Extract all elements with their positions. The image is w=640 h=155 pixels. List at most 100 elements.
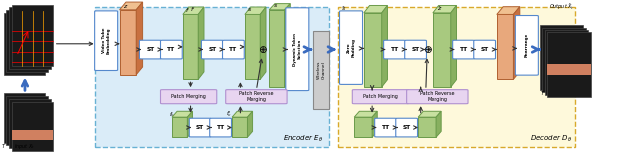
- FancyBboxPatch shape: [189, 118, 211, 137]
- FancyBboxPatch shape: [202, 40, 223, 59]
- Text: $f'$: $f'$: [190, 5, 196, 14]
- FancyBboxPatch shape: [406, 90, 468, 104]
- Polygon shape: [354, 111, 377, 117]
- Text: TT: TT: [229, 47, 237, 52]
- Polygon shape: [269, 4, 291, 10]
- Text: TT: TT: [167, 47, 175, 52]
- Text: Dynamic Token
Selection: Dynamic Token Selection: [293, 33, 301, 66]
- Text: $\oplus$: $\oplus$: [258, 44, 268, 55]
- Polygon shape: [364, 13, 381, 87]
- Polygon shape: [232, 111, 253, 117]
- FancyBboxPatch shape: [313, 31, 329, 109]
- Polygon shape: [245, 14, 260, 79]
- FancyBboxPatch shape: [4, 13, 45, 75]
- Text: TT: TT: [390, 47, 399, 52]
- Polygon shape: [188, 111, 193, 137]
- Text: ST: ST: [481, 47, 489, 52]
- Text: Patch Reverse
Merging: Patch Reverse Merging: [239, 91, 274, 102]
- FancyBboxPatch shape: [542, 28, 586, 92]
- FancyBboxPatch shape: [547, 64, 591, 75]
- FancyBboxPatch shape: [540, 25, 583, 90]
- FancyBboxPatch shape: [161, 40, 182, 59]
- Polygon shape: [198, 7, 204, 79]
- FancyBboxPatch shape: [547, 32, 591, 97]
- Polygon shape: [418, 111, 441, 117]
- FancyBboxPatch shape: [4, 93, 45, 143]
- FancyBboxPatch shape: [95, 11, 118, 71]
- Text: Rearrange: Rearrange: [525, 33, 529, 58]
- Polygon shape: [260, 7, 266, 79]
- Text: $Input\ X_t$: $Input\ X_t$: [15, 142, 35, 151]
- Polygon shape: [497, 7, 520, 14]
- Text: $\hat{z}$: $\hat{z}$: [436, 5, 442, 13]
- Text: $f_v$: $f_v$: [169, 110, 175, 119]
- Text: $\hat{s}$: $\hat{s}$: [341, 4, 346, 13]
- Text: ST: ST: [403, 125, 411, 130]
- FancyBboxPatch shape: [383, 40, 405, 59]
- Polygon shape: [183, 14, 198, 79]
- Polygon shape: [183, 7, 204, 14]
- Text: $Decoder\ D_{\theta}$: $Decoder\ D_{\theta}$: [529, 134, 572, 144]
- Polygon shape: [381, 5, 387, 87]
- Text: ST: ST: [412, 47, 420, 52]
- FancyBboxPatch shape: [339, 11, 362, 84]
- Text: Patch Merging: Patch Merging: [363, 94, 398, 99]
- Polygon shape: [172, 117, 188, 137]
- Polygon shape: [248, 111, 253, 137]
- Polygon shape: [285, 4, 291, 87]
- Text: $f$: $f$: [186, 6, 191, 14]
- Text: ST: ST: [146, 47, 154, 52]
- FancyBboxPatch shape: [396, 118, 417, 137]
- Text: $z$: $z$: [124, 3, 129, 10]
- Text: Patch Merging: Patch Merging: [171, 94, 206, 99]
- FancyBboxPatch shape: [95, 7, 329, 147]
- Text: $T$: $T$: [1, 142, 6, 150]
- FancyBboxPatch shape: [6, 96, 48, 145]
- Text: $T$: $T$: [540, 89, 545, 97]
- FancyBboxPatch shape: [515, 16, 538, 75]
- FancyBboxPatch shape: [12, 130, 53, 140]
- Text: $Output\ \hat{X}_t$: $Output\ \hat{X}_t$: [548, 1, 574, 12]
- Text: $s$: $s$: [248, 6, 253, 13]
- Polygon shape: [418, 117, 436, 137]
- FancyBboxPatch shape: [226, 90, 287, 104]
- FancyBboxPatch shape: [338, 7, 575, 147]
- Polygon shape: [120, 2, 143, 10]
- Polygon shape: [136, 2, 143, 75]
- FancyBboxPatch shape: [6, 10, 48, 72]
- FancyBboxPatch shape: [452, 40, 474, 59]
- Text: Wireless
Channel: Wireless Channel: [317, 61, 325, 79]
- Polygon shape: [364, 5, 387, 13]
- Text: $f_v'$: $f_v'$: [227, 109, 233, 119]
- Polygon shape: [354, 117, 372, 137]
- Polygon shape: [451, 5, 456, 87]
- FancyBboxPatch shape: [9, 99, 51, 148]
- Text: $Encoder\ E_{\theta}$: $Encoder\ E_{\theta}$: [284, 134, 324, 144]
- Text: ST: ST: [208, 47, 216, 52]
- Polygon shape: [433, 13, 451, 87]
- Polygon shape: [433, 5, 456, 13]
- FancyBboxPatch shape: [374, 118, 396, 137]
- Polygon shape: [497, 14, 513, 79]
- Polygon shape: [120, 10, 136, 75]
- Text: TT: TT: [460, 47, 468, 52]
- FancyBboxPatch shape: [12, 4, 53, 66]
- FancyBboxPatch shape: [404, 40, 426, 59]
- Text: Video Tube
Embedding: Video Tube Embedding: [102, 27, 111, 54]
- Polygon shape: [513, 7, 520, 79]
- Text: $\oplus$: $\oplus$: [423, 44, 433, 55]
- FancyBboxPatch shape: [286, 8, 309, 91]
- Polygon shape: [436, 111, 441, 137]
- FancyBboxPatch shape: [140, 40, 161, 59]
- Polygon shape: [232, 117, 248, 137]
- FancyBboxPatch shape: [12, 102, 53, 151]
- Polygon shape: [245, 7, 266, 14]
- FancyBboxPatch shape: [161, 90, 217, 104]
- FancyBboxPatch shape: [474, 40, 495, 59]
- Text: Patch Reverse
Merging: Patch Reverse Merging: [420, 91, 454, 102]
- FancyBboxPatch shape: [545, 30, 588, 95]
- FancyBboxPatch shape: [9, 7, 51, 69]
- Text: Zero
Padding: Zero Padding: [347, 38, 355, 57]
- Text: $s$: $s$: [273, 2, 278, 9]
- FancyBboxPatch shape: [352, 90, 408, 104]
